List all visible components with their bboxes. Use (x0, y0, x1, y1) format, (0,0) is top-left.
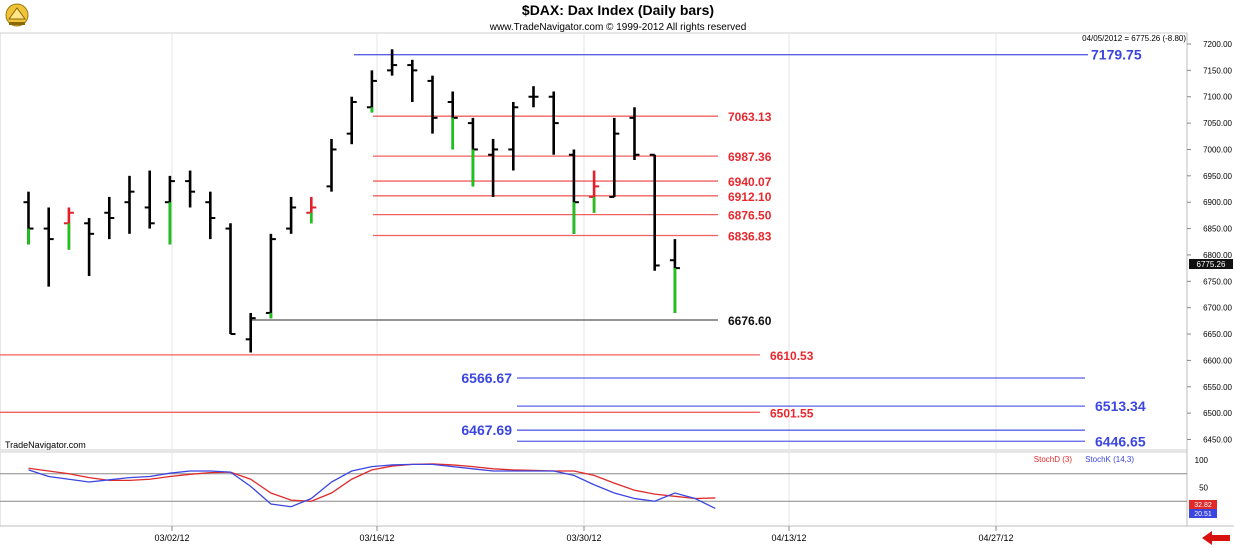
ohlc-bar (43, 207, 54, 287)
y-tick-label: 7000.00 (1203, 145, 1232, 154)
ohlc-bar (84, 218, 95, 277)
ohlc-bar (508, 102, 519, 171)
ohlc-bar (568, 149, 579, 234)
ohlc-bar (245, 312, 256, 353)
red-left-arrow-icon[interactable] (1198, 530, 1232, 546)
x-tick-label: 04/27/12 (978, 533, 1013, 543)
level-label: 6876.50 (728, 209, 772, 223)
stoch-y-label: 50 (1199, 484, 1208, 493)
watermark: TradeNavigator.com (5, 440, 86, 450)
y-tick-label: 6800.00 (1203, 251, 1232, 260)
y-tick-label: 6450.00 (1203, 436, 1232, 445)
y-tick-label: 6900.00 (1203, 198, 1232, 207)
stoch-value-tag-label: 32.82 (1194, 502, 1212, 509)
ohlc-bar (387, 49, 398, 76)
y-tick-label: 6550.00 (1203, 383, 1232, 392)
stoch-y-label: 100 (1195, 456, 1209, 465)
y-tick-label: 6500.00 (1203, 409, 1232, 418)
y-tick-label: 6750.00 (1203, 277, 1232, 286)
ohlc-bar (286, 196, 297, 234)
ohlc-bar (306, 196, 317, 224)
level-label: 6446.65 (1095, 433, 1146, 449)
ohlc-bar (447, 91, 458, 150)
ohlc-bar (185, 170, 196, 208)
level-label: 7179.75 (1091, 47, 1142, 63)
ohlc-bar (225, 223, 236, 336)
ohlc-bar (649, 153, 660, 271)
ohlc-bar (144, 170, 155, 229)
stoch-value-tag (1189, 509, 1217, 518)
ohlc-bar (346, 96, 357, 145)
ohlc-bar (669, 239, 680, 313)
stoch-line (28, 463, 716, 509)
ohlc-bar (467, 117, 478, 187)
ohlc-bar (589, 170, 600, 213)
last-quote: 04/05/2012 = 6775.26 (-8.80) (1082, 34, 1186, 43)
ohlc-bar (488, 138, 499, 197)
level-label: 6912.10 (728, 190, 772, 204)
ohlc-bar (629, 107, 640, 161)
ohlc-bar (63, 207, 74, 250)
y-tick-label: 6700.00 (1203, 304, 1232, 313)
y-tick-label: 7050.00 (1203, 119, 1232, 128)
y-tick-label: 6650.00 (1203, 330, 1232, 339)
level-label: 6676.60 (728, 314, 772, 328)
x-tick-label: 03/16/12 (359, 533, 394, 543)
level-label: 6987.36 (728, 150, 772, 164)
level-label: 6467.69 (461, 422, 512, 438)
price-panel (0, 32, 1188, 451)
y-tick-label: 6950.00 (1203, 172, 1232, 181)
chart-subtitle: www.TradeNavigator.com © 1999-2012 All r… (489, 22, 747, 33)
ohlc-bar (265, 233, 276, 319)
stoch-panel (0, 451, 1188, 527)
x-tick-label: 03/02/12 (154, 533, 189, 543)
y-tick-label: 6850.00 (1203, 225, 1232, 234)
ohlc-bar (366, 70, 377, 113)
ohlc-bar (23, 191, 34, 245)
level-label: 6501.55 (770, 406, 814, 420)
stoch-value-tag-label: 20.51 (1194, 511, 1212, 518)
x-tick-label: 03/30/12 (566, 533, 601, 543)
ohlc-bar (427, 75, 438, 134)
level-label: 6566.67 (461, 370, 512, 386)
stoch-value-tag (1189, 500, 1217, 509)
ohlc-bar (205, 191, 216, 240)
y-tick-label: 7200.00 (1203, 40, 1232, 49)
level-label: 6513.34 (1095, 398, 1146, 414)
ohlc-bar (124, 175, 135, 234)
level-label: 7063.13 (728, 110, 772, 124)
last-price-tag (1189, 259, 1233, 269)
ohlc-bar (548, 91, 559, 155)
ohlc-bar (528, 86, 539, 108)
level-label: 6610.53 (770, 349, 814, 363)
ohlc-bar (104, 196, 115, 240)
level-label: 6836.83 (728, 230, 772, 244)
last-price-tag-label: 6775.26 (1197, 260, 1226, 269)
x-tick-label: 04/13/12 (771, 533, 806, 543)
chart-title: $DAX: Dax Index (Daily bars) (522, 2, 714, 18)
y-tick-label: 6600.00 (1203, 356, 1232, 365)
ohlc-bar (164, 175, 175, 245)
stoch-d-legend: StochD (3) (1034, 455, 1073, 464)
ohlc-bar (407, 59, 418, 103)
stoch-line (28, 463, 716, 502)
ohlc-bar (326, 138, 337, 192)
ohlc-bar (609, 117, 620, 198)
stoch-k-legend: StochK (14,3) (1085, 455, 1134, 464)
y-tick-label: 7150.00 (1203, 66, 1232, 75)
gold-bull-logo-icon (5, 3, 29, 27)
level-label: 6940.07 (728, 175, 772, 189)
y-tick-label: 7100.00 (1203, 93, 1232, 102)
